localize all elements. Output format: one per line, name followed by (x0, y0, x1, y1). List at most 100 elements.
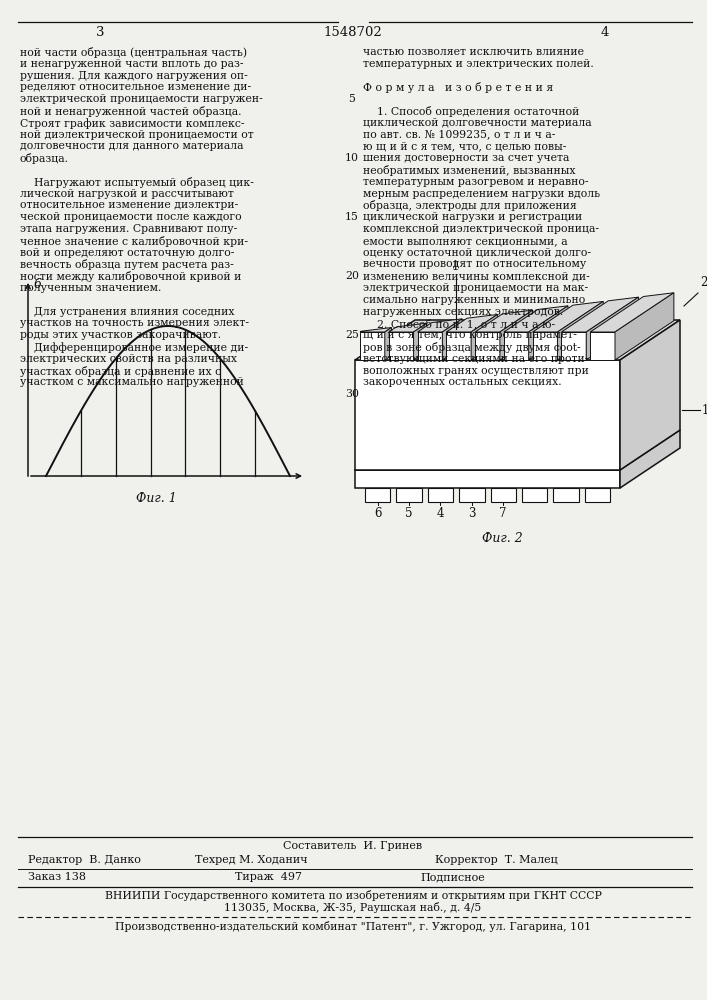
Text: Подписное: Подписное (420, 872, 485, 882)
Text: электрической проницаемости на мак-: электрической проницаемости на мак- (363, 283, 588, 293)
Text: емости выполняют секционными, а: емости выполняют секционными, а (363, 236, 568, 246)
Text: Редактор  В. Данко: Редактор В. Данко (28, 855, 141, 865)
Text: Тираж  497: Тираж 497 (235, 872, 302, 882)
Text: циклической долговечности материала: циклической долговечности материала (363, 118, 592, 128)
Text: Производственно-издательский комбинат "Патент", г. Ужгород, ул. Гагарина, 101: Производственно-издательский комбинат "П… (115, 921, 591, 932)
Text: образца, электроды для приложения: образца, электроды для приложения (363, 200, 577, 211)
Text: Фиг. 1: Фиг. 1 (136, 492, 177, 505)
Text: ной части образца (центральная часть): ной части образца (центральная часть) (20, 47, 247, 58)
Text: ности между калибровочной кривой и: ности между калибровочной кривой и (20, 271, 241, 282)
Text: 7: 7 (499, 507, 507, 520)
Text: Нагружают испытуемый образец цик-: Нагружают испытуемый образец цик- (20, 177, 254, 188)
Text: частью позволяет исключить влияние: частью позволяет исключить влияние (363, 47, 584, 57)
Text: щ и й с я тем, что контроль парамет-: щ и й с я тем, что контроль парамет- (363, 330, 577, 340)
Text: Техред М. Ходанич: Техред М. Ходанич (195, 855, 308, 865)
Polygon shape (554, 488, 578, 502)
Text: участков на точность измерения элект-: участков на точность измерения элект- (20, 318, 249, 328)
Text: 15: 15 (345, 212, 359, 222)
Text: шения достоверности за счет учета: шения достоверности за счет учета (363, 153, 569, 163)
Text: относительное изменение диэлектри-: относительное изменение диэлектри- (20, 200, 238, 210)
Polygon shape (389, 332, 414, 360)
Text: ченное значение с калибровочной кри-: ченное значение с калибровочной кри- (20, 236, 248, 247)
Polygon shape (532, 332, 557, 360)
Polygon shape (532, 301, 603, 332)
Text: Заказ 138: Заказ 138 (28, 872, 86, 882)
Polygon shape (620, 430, 680, 488)
Text: Корректор  Т. Малец: Корректор Т. Малец (435, 855, 558, 865)
Polygon shape (355, 320, 680, 360)
Text: мерным распределением нагрузки вдоль: мерным распределением нагрузки вдоль (363, 189, 600, 199)
Text: 113035, Москва, Ж-35, Раушская наб., д. 4/5: 113035, Москва, Ж-35, Раушская наб., д. … (224, 902, 481, 913)
Polygon shape (365, 488, 390, 502)
Polygon shape (397, 488, 422, 502)
Text: ной и ненагруженной частей образца.: ной и ненагруженной частей образца. (20, 106, 242, 117)
Text: вечности проводят по относительному: вечности проводят по относительному (363, 259, 586, 269)
Text: ветствующими секциями на его проти-: ветствующими секциями на его проти- (363, 354, 588, 364)
Text: участках образца и сравнение их с: участках образца и сравнение их с (20, 366, 221, 377)
Text: полученным значением.: полученным значением. (20, 283, 161, 293)
Polygon shape (360, 332, 385, 360)
Text: 6: 6 (374, 507, 382, 520)
Polygon shape (590, 293, 674, 332)
Text: 3: 3 (95, 25, 104, 38)
Polygon shape (446, 314, 498, 332)
Polygon shape (355, 360, 620, 470)
Text: 4: 4 (437, 507, 444, 520)
Text: вой и определяют остаточную долго-: вой и определяют остаточную долго- (20, 248, 235, 258)
Text: необратимых изменений, вызванных: необратимых изменений, вызванных (363, 165, 575, 176)
Text: ров в зоне образца между двумя сoot-: ров в зоне образца между двумя сoot- (363, 342, 580, 353)
Polygon shape (586, 297, 638, 360)
Text: симально нагруженных и минимально: симально нагруженных и минимально (363, 295, 585, 305)
Text: ческой проницаемости после каждого: ческой проницаемости после каждого (20, 212, 242, 222)
Polygon shape (529, 306, 568, 360)
Polygon shape (414, 323, 427, 360)
Text: циклической нагрузки и регистрации: циклической нагрузки и регистрации (363, 212, 583, 222)
Polygon shape (504, 332, 529, 360)
Text: воположных гранях осуществляют при: воположных гранях осуществляют при (363, 366, 589, 376)
Polygon shape (491, 488, 516, 502)
Text: рушения. Для каждого нагружения оп-: рушения. Для каждого нагружения оп- (20, 71, 247, 81)
Polygon shape (418, 332, 443, 360)
Polygon shape (475, 310, 532, 332)
Text: 2: 2 (700, 276, 707, 289)
Text: 1: 1 (702, 403, 707, 416)
Text: Фиг. 2: Фиг. 2 (482, 532, 523, 545)
Polygon shape (446, 332, 471, 360)
Polygon shape (355, 470, 620, 488)
Polygon shape (585, 488, 610, 502)
Text: 10: 10 (345, 153, 359, 163)
Polygon shape (443, 319, 462, 360)
Text: ной диэлектрической проницаемости от: ной диэлектрической проницаемости от (20, 130, 254, 140)
Text: температурным разогревом и неравно-: температурным разогревом и неравно- (363, 177, 588, 187)
Text: закороченных остальных секциях.: закороченных остальных секциях. (363, 377, 561, 387)
Polygon shape (557, 301, 603, 360)
Text: изменению величины комплексной ди-: изменению величины комплексной ди- (363, 271, 590, 281)
Text: электрической проницаемости нагружен-: электрической проницаемости нагружен- (20, 94, 263, 104)
Text: 5: 5 (405, 507, 413, 520)
Text: комплексной диэлектрической проница-: комплексной диэлектрической проница- (363, 224, 599, 234)
Text: 25: 25 (345, 330, 359, 340)
Polygon shape (615, 293, 674, 360)
Text: образца.: образца. (20, 153, 69, 164)
Text: 6: 6 (34, 278, 42, 291)
Text: Составитель  И. Гринев: Составитель И. Гринев (284, 841, 423, 851)
Text: ВНИИПИ Государственного комитета по изобретениям и открытиям при ГКНТ СССР: ВНИИПИ Государственного комитета по изоб… (105, 890, 602, 901)
Polygon shape (355, 430, 680, 470)
Text: Дифференцированное измерение ди-: Дифференцированное измерение ди- (20, 342, 248, 353)
Text: и ненагруженной части вплоть до раз-: и ненагруженной части вплоть до раз- (20, 59, 243, 69)
Polygon shape (389, 323, 427, 332)
Polygon shape (561, 297, 638, 332)
Text: Ф о р м у л а   и з о б р е т е н и я: Ф о р м у л а и з о б р е т е н и я (363, 82, 554, 93)
Text: 4: 4 (601, 25, 609, 38)
Text: лической нагрузкой и рассчитывают: лической нагрузкой и рассчитывают (20, 189, 234, 199)
Polygon shape (471, 314, 498, 360)
Text: вечность образца путем расчета раз-: вечность образца путем расчета раз- (20, 259, 234, 270)
Polygon shape (500, 310, 532, 360)
Text: ределяют относительное изменение ди-: ределяют относительное изменение ди- (20, 82, 251, 92)
Polygon shape (620, 320, 680, 470)
Text: участком с максимально нагруженной: участком с максимально нагруженной (20, 377, 244, 387)
Text: по авт. св. № 1099235, о т л и ч а-: по авт. св. № 1099235, о т л и ч а- (363, 130, 556, 140)
Text: 20: 20 (345, 271, 359, 281)
Text: Для устранения влияния соседних: Для устранения влияния соседних (20, 307, 235, 317)
Text: 3: 3 (468, 507, 476, 520)
